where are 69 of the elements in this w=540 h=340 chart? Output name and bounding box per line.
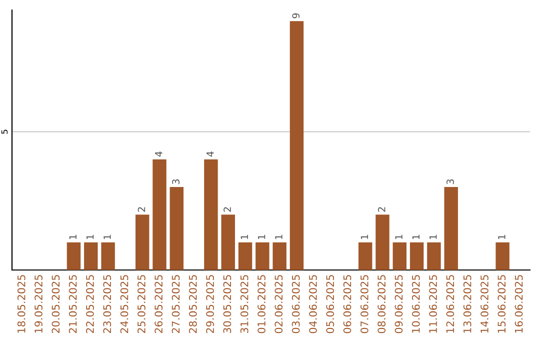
x-tick-label: 03.06.2025 bbox=[292, 275, 300, 334]
y-tick-label: 5 bbox=[1, 130, 8, 134]
data-label: 4 bbox=[206, 152, 214, 157]
data-label: 1 bbox=[258, 234, 266, 240]
x-tick-label: 29.05.2025 bbox=[206, 275, 214, 334]
data-label: 1 bbox=[498, 234, 506, 240]
x-tick-label: 06.06.2025 bbox=[343, 275, 352, 334]
data-label: 1 bbox=[412, 234, 420, 240]
data-label: 9 bbox=[292, 13, 300, 18]
bar bbox=[152, 159, 166, 270]
x-tick-label: 19.05.2025 bbox=[34, 275, 42, 333]
bar bbox=[427, 242, 441, 270]
data-label: 1 bbox=[430, 234, 437, 240]
x-tick-label: 25.05.2025 bbox=[138, 275, 146, 334]
bar bbox=[256, 242, 270, 270]
data-label: 2 bbox=[138, 207, 146, 212]
bar bbox=[410, 242, 424, 270]
bar bbox=[135, 214, 150, 270]
x-tick-label: 26.05.2025 bbox=[154, 275, 163, 334]
bar bbox=[238, 242, 252, 270]
bar bbox=[392, 242, 407, 270]
data-label: 3 bbox=[172, 179, 180, 184]
data-label: 4 bbox=[155, 152, 162, 157]
x-tick-label: 12.06.2025 bbox=[446, 275, 454, 333]
x-tick-label: 09.06.2025 bbox=[394, 275, 403, 334]
bar bbox=[358, 242, 372, 270]
x-tick-label: 14.06.2025 bbox=[480, 275, 488, 333]
data-label: 1 bbox=[86, 234, 94, 240]
x-tick-label: 04.06.2025 bbox=[309, 275, 317, 334]
x-tick-label: 28.05.2025 bbox=[188, 275, 197, 334]
data-label: 1 bbox=[240, 234, 248, 240]
x-tick-label: 13.06.2025 bbox=[463, 275, 472, 333]
data-label: 1 bbox=[104, 234, 111, 240]
x-tick-label: 01.06.2025 bbox=[258, 275, 266, 334]
data-label: 1 bbox=[360, 234, 368, 240]
bar bbox=[66, 242, 81, 270]
x-tick-label: 31.05.2025 bbox=[240, 275, 248, 334]
bar bbox=[376, 214, 390, 270]
x-tick-label: 16.06.2025 bbox=[514, 275, 523, 333]
bar bbox=[444, 187, 458, 270]
bar bbox=[204, 159, 218, 270]
bar bbox=[170, 187, 184, 270]
bar bbox=[272, 242, 286, 270]
x-tick-label: 22.05.2025 bbox=[86, 275, 94, 334]
x-tick-label: 10.06.2025 bbox=[412, 275, 420, 333]
bar bbox=[84, 242, 98, 270]
x-tick-label: 20.05.2025 bbox=[52, 275, 60, 334]
x-tick-label: 02.06.2025 bbox=[274, 275, 283, 334]
bar bbox=[221, 214, 235, 270]
x-tick-label: 30.05.2025 bbox=[223, 275, 232, 334]
x-tick-label: 23.05.2025 bbox=[103, 275, 112, 334]
x-tick-label: 05.06.2025 bbox=[326, 275, 334, 334]
x-tick-label: 27.05.2025 bbox=[172, 275, 180, 334]
bar bbox=[290, 21, 304, 270]
x-tick-label: 11.06.2025 bbox=[429, 275, 437, 333]
data-label: 1 bbox=[395, 234, 402, 240]
x-tick-label: 24.05.2025 bbox=[120, 275, 128, 334]
x-tick-label: 18.05.2025 bbox=[17, 275, 26, 333]
x-tick-label: 15.06.2025 bbox=[498, 275, 506, 333]
data-label: 1 bbox=[275, 234, 282, 240]
data-label: 2 bbox=[224, 207, 231, 212]
data-label: 3 bbox=[446, 179, 454, 184]
x-tick-label: 08.06.2025 bbox=[378, 275, 386, 334]
x-tick-label: 07.06.2025 bbox=[360, 275, 368, 334]
x-tick-label: 21.05.2025 bbox=[68, 275, 77, 334]
data-label: 1 bbox=[69, 234, 76, 240]
data-label: 2 bbox=[378, 207, 386, 212]
bar bbox=[101, 242, 115, 270]
bar bbox=[496, 242, 510, 270]
